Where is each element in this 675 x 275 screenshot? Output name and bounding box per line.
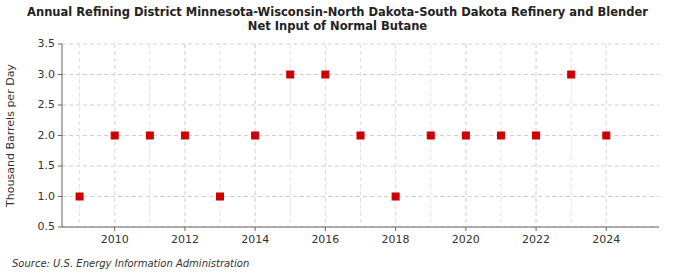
tick-x	[114, 227, 115, 231]
tick-y	[58, 105, 62, 106]
source: Source: U.S. Energy Information Administ…	[12, 258, 249, 269]
tick-y	[58, 74, 62, 75]
tick-x	[395, 227, 396, 231]
tick-label-x: 2016	[311, 233, 339, 246]
tick-y	[58, 166, 62, 167]
point	[287, 71, 294, 78]
title: Annual Refining District Minnesota-Wisco…	[27, 5, 648, 33]
point	[181, 132, 188, 139]
point	[146, 132, 153, 139]
point	[322, 71, 329, 78]
tick-x	[536, 227, 537, 231]
y-label: Thousand Barrels per Day	[4, 64, 17, 208]
point	[568, 71, 575, 78]
grid	[62, 44, 659, 227]
tick-y	[58, 44, 62, 45]
point	[533, 132, 540, 139]
tick-label-y: 2.0	[38, 129, 56, 142]
tick-label-x: 2022	[522, 233, 550, 246]
tick-x	[184, 227, 185, 231]
grid-line-y	[62, 227, 659, 228]
point	[217, 193, 224, 200]
grid-line-y	[62, 105, 659, 106]
tick-y	[58, 196, 62, 197]
tick-label-x: 2010	[101, 233, 129, 246]
point	[111, 132, 118, 139]
point	[427, 132, 434, 139]
point	[462, 132, 469, 139]
tick-x	[606, 227, 607, 231]
grid-line-y	[62, 196, 659, 197]
tick-label-x: 2024	[592, 233, 620, 246]
tick-label-y: 2.5	[38, 98, 56, 111]
tick-label-y: 1.5	[38, 159, 56, 172]
tick-x	[255, 227, 256, 231]
tick-label-y: 0.5	[38, 220, 56, 233]
tick-label-y: 1.0	[38, 190, 56, 203]
point	[76, 193, 83, 200]
tick-y	[58, 227, 62, 228]
axis-x	[62, 227, 659, 228]
tick-label-y: 3.0	[38, 68, 56, 81]
point	[603, 132, 610, 139]
point	[497, 132, 504, 139]
tick-label-x: 2014	[241, 233, 269, 246]
point	[357, 132, 364, 139]
tick-label-x: 2018	[382, 233, 410, 246]
points	[76, 71, 610, 200]
point	[252, 132, 259, 139]
tick-x	[325, 227, 326, 231]
tick-label-x: 2020	[452, 233, 480, 246]
tick-label-y: 3.5	[38, 37, 56, 50]
chart: 0.5 1.0 1.5 2.0 2.5 3.0 3.5 2010 2012 2014 2016 201…	[0, 0, 675, 275]
tick-x	[465, 227, 466, 231]
point	[392, 193, 399, 200]
tick-label-x: 2012	[171, 233, 199, 246]
axis-y	[62, 44, 63, 227]
tick-y	[58, 135, 62, 136]
